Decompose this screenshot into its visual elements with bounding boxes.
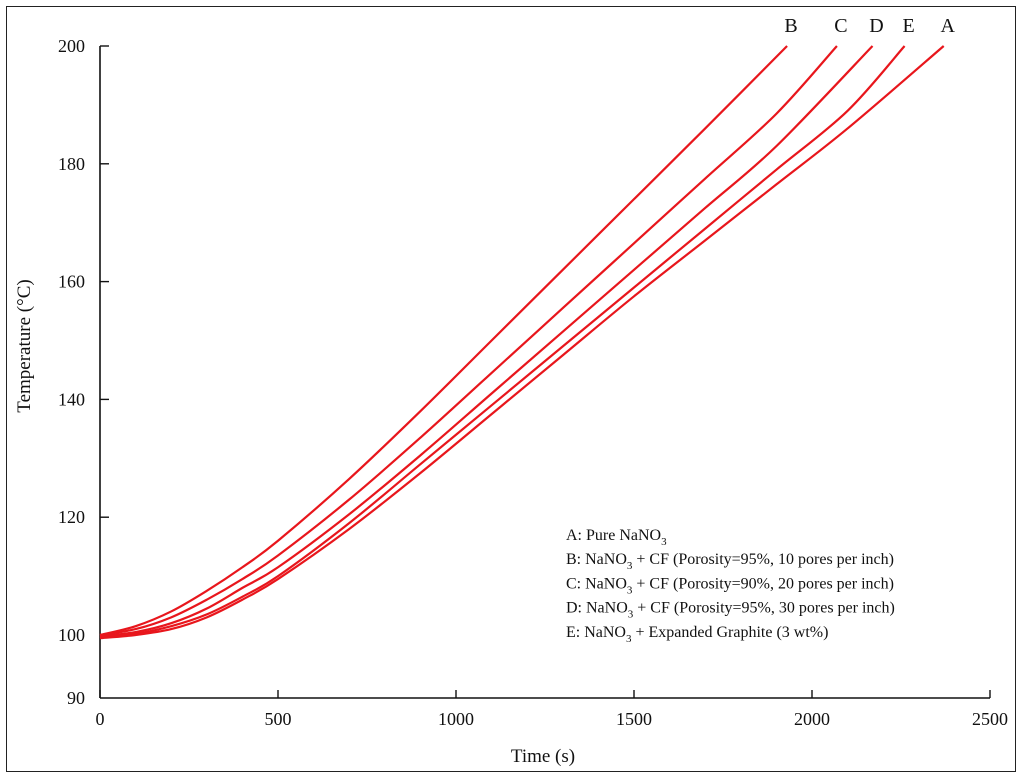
curve-label-e: E <box>902 15 914 37</box>
curve-label-d: D <box>869 15 883 37</box>
legend-entry-d: D: NaNO3 + CF (Porosity=95%, 30 pores pe… <box>566 600 895 621</box>
y-tick-label-160: 160 <box>58 272 85 292</box>
series-line-d <box>99 45 874 638</box>
series-line-b <box>99 45 788 637</box>
curve-label-b: B <box>784 15 797 37</box>
y-tick-label-90: 90 <box>67 688 85 708</box>
y-tick-label-180: 180 <box>58 154 85 174</box>
y-tick-label-200: 200 <box>58 36 85 56</box>
legend-entry-c: C: NaNO3 + CF (Porosity=90%, 20 pores pe… <box>566 575 894 596</box>
x-tick-label-500: 500 <box>265 709 292 729</box>
legend-entry-a: A: Pure NaNO3 <box>566 527 667 548</box>
series-line-e <box>99 45 906 639</box>
y-tick-label-120: 120 <box>58 507 85 527</box>
series-lines <box>99 45 945 640</box>
y-axis: 90 100 120 140 160 180 200 <box>58 36 109 708</box>
legend-entry-e: E: NaNO3 + Expanded Graphite (3 wt%) <box>566 624 828 645</box>
legend: A: Pure NaNO3 B: NaNO3 + CF (Porosity=95%… <box>566 527 895 645</box>
x-tick-label-0: 0 <box>96 709 105 729</box>
x-tick-label-1000: 1000 <box>438 709 474 729</box>
curve-label-a: A <box>940 15 955 37</box>
curve-label-c: C <box>834 15 847 37</box>
x-axis-title: Time (s) <box>511 746 575 767</box>
y-axis-title: Temperature (°C) <box>14 279 35 412</box>
curve-labels: A B C D E <box>784 15 955 37</box>
y-tick-label-140: 140 <box>58 389 85 409</box>
legend-entry-b: B: NaNO3 + CF (Porosity=95%, 10 pores pe… <box>566 551 894 572</box>
x-tick-label-2000: 2000 <box>794 709 830 729</box>
y-tick-label-100: 100 <box>58 625 85 645</box>
x-axis: 0 500 1000 1500 2000 2500 <box>96 690 1008 729</box>
series-line-a <box>99 45 945 640</box>
x-tick-label-2500: 2500 <box>972 709 1008 729</box>
series-line-c <box>99 45 838 637</box>
x-tick-label-1500: 1500 <box>616 709 652 729</box>
